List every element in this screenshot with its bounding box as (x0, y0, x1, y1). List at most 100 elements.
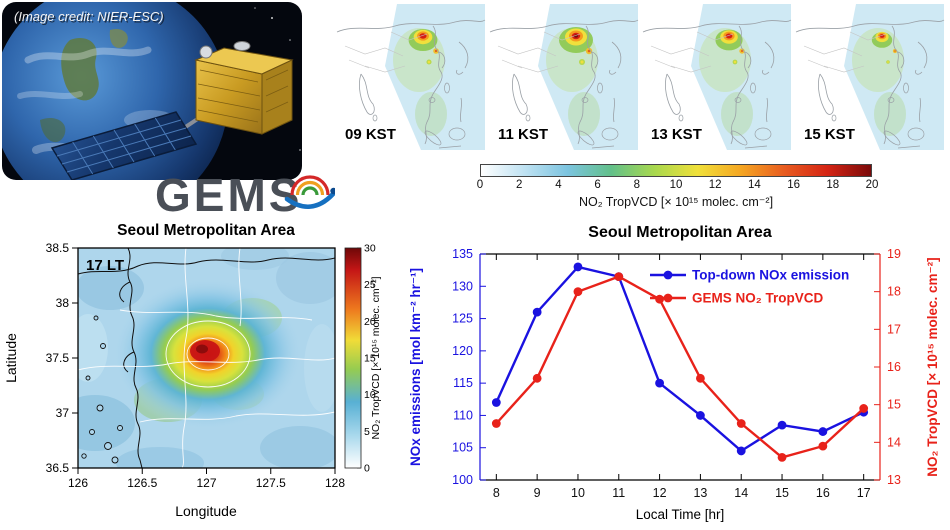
satellite-illustration: (Image credit: NIER-ESC) (Image credit: … (2, 2, 335, 218)
time-annotation: 17 LT (86, 257, 124, 274)
data-marker (859, 404, 869, 413)
gems-rainbow-icon (284, 175, 335, 209)
y-axis-label: Latitude (3, 333, 19, 383)
heatmap-title: Seoul Metropolitan Area (117, 222, 295, 239)
x-tick-label: 126.5 (127, 476, 157, 490)
left-tick-label: 110 (453, 408, 473, 422)
legend-entry-label: GEMS NO₂ TropVCD (692, 291, 824, 306)
islands (831, 82, 925, 146)
antenna-dish-icon (199, 45, 213, 59)
x-tick-label: 16 (816, 486, 830, 500)
kst-time-label: 15 KST (804, 126, 855, 143)
asia-no2-map (488, 2, 640, 152)
earth-globe (2, 2, 228, 180)
islands (678, 82, 772, 146)
left-tick-label: 125 (452, 312, 473, 326)
heatmap-ticks: 126 126.5 127 127.5 128 38.5 38 37.5 37 36.5 0 5 10 1… (46, 241, 376, 490)
colorbar-tick-label: 15 (364, 353, 376, 365)
right-tick-label: 16 (887, 360, 901, 374)
legend-entry-label: Top-down NOx emission (692, 268, 849, 283)
data-marker (818, 441, 828, 451)
data-marker (532, 307, 542, 317)
colorbar-tick-label: 18 (826, 179, 840, 191)
space-photo (2, 2, 302, 180)
data-marker (736, 419, 746, 428)
data-marker (573, 287, 583, 297)
islands (525, 82, 619, 146)
no2-hotspot-cluster (559, 27, 593, 65)
country-borders (497, 31, 581, 73)
country-borders (344, 31, 428, 73)
heatmap-svg: Seoul Metropolitan Area (3, 222, 382, 519)
y-tick-label: 38 (56, 296, 70, 310)
y-tick-label: 37 (56, 406, 70, 420)
kst-map-panel: 13 KST (641, 2, 793, 152)
coastlines (78, 248, 335, 468)
data-marker (491, 419, 501, 428)
no2-hotspot-cluster (715, 29, 745, 65)
colorbar-tick-label: 8 (633, 179, 640, 191)
instrument-icon (233, 41, 251, 51)
right-tick-label: 19 (887, 247, 901, 261)
right-tick-label: 13 (887, 473, 901, 487)
satellite-body (194, 41, 294, 135)
x-tick-label: 127.5 (256, 476, 286, 490)
asia-no2-map (335, 2, 487, 152)
heatmap-colorbar-label: NO₂ TropVCD [× 10¹⁵ molec. cm⁻²] (370, 276, 382, 439)
left-tick-label: 100 (452, 473, 473, 487)
left-axis-label: NOx emissions [mol km⁻² hr⁻¹] (408, 268, 423, 466)
image-credit: (Image credit: NIER-ESC) (14, 9, 164, 24)
x-tick-label: 9 (534, 486, 541, 500)
colorbar-tick-label: 25 (364, 279, 376, 291)
colorbar-tick-label: 0 (364, 463, 370, 475)
colorbar-tick-label: 14 (747, 179, 761, 191)
data-marker (736, 446, 746, 456)
no2-hotspot-cluster (408, 28, 439, 65)
credit-shadow: (Image credit: NIER-ESC) (16, 11, 166, 26)
right-tick-label: 15 (887, 398, 901, 412)
kst-maps-row: 09 KST 11 KST 13 KST 15 KST (335, 0, 950, 160)
x-tick-label: 15 (775, 486, 789, 500)
colorbar-tick-label: 5 (364, 426, 370, 438)
chart-x-label: Local Time [hr] (636, 507, 725, 522)
islands (372, 82, 466, 146)
colorbar-tick-label: 12 (708, 179, 722, 191)
x-tick-label: 127 (196, 476, 216, 490)
x-tick-label: 14 (734, 486, 748, 500)
asia-no2-map (794, 2, 946, 152)
right-axis-label: NO₂ TropVCD [× 10¹⁵ molec. cm⁻²] (925, 257, 940, 476)
data-marker (573, 262, 583, 272)
y-tick-label: 38.5 (46, 241, 70, 255)
heatmap-colorbar (344, 247, 362, 469)
data-marker (532, 373, 542, 383)
data-marker (777, 420, 787, 430)
left-tick-label: 105 (452, 441, 473, 455)
heatmap-map (78, 248, 335, 468)
right-tick-label: 18 (887, 285, 901, 299)
colorbar-tick-label: 6 (594, 179, 601, 191)
y-tick-label: 37.5 (46, 351, 70, 365)
colorbar-tick-label: 16 (787, 179, 800, 191)
left-tick-label: 135 (452, 247, 473, 261)
series-right (491, 272, 869, 462)
data-marker (655, 378, 664, 388)
gems-fov-region (844, 4, 944, 150)
kst-colorbar (480, 164, 872, 177)
x-tick-label: 11 (612, 486, 625, 500)
legend: Top-down NOx emission GEMS NO₂ TropVCD (650, 268, 849, 306)
data-marker (614, 272, 624, 281)
left-tick-label: 130 (452, 279, 473, 293)
left-tick-label: 115 (453, 376, 473, 390)
data-marker (491, 398, 501, 407)
x-tick-label: 8 (493, 486, 500, 500)
colorbar-tick-label: 20 (364, 316, 376, 328)
left-tick-label: 120 (452, 344, 473, 358)
kst-time-label: 11 KST (498, 126, 549, 143)
kst-colorbar-label: NO₂ TropVCD [× 10¹⁵ molec. cm⁻²] (578, 195, 774, 209)
x-tick-label: 17 (857, 486, 871, 500)
colorbar-tick-label: 4 (555, 179, 562, 191)
colorbar-tick-label: 20 (865, 179, 879, 191)
colorbar-tick-label: 10 (669, 179, 683, 191)
islands (81, 315, 123, 464)
